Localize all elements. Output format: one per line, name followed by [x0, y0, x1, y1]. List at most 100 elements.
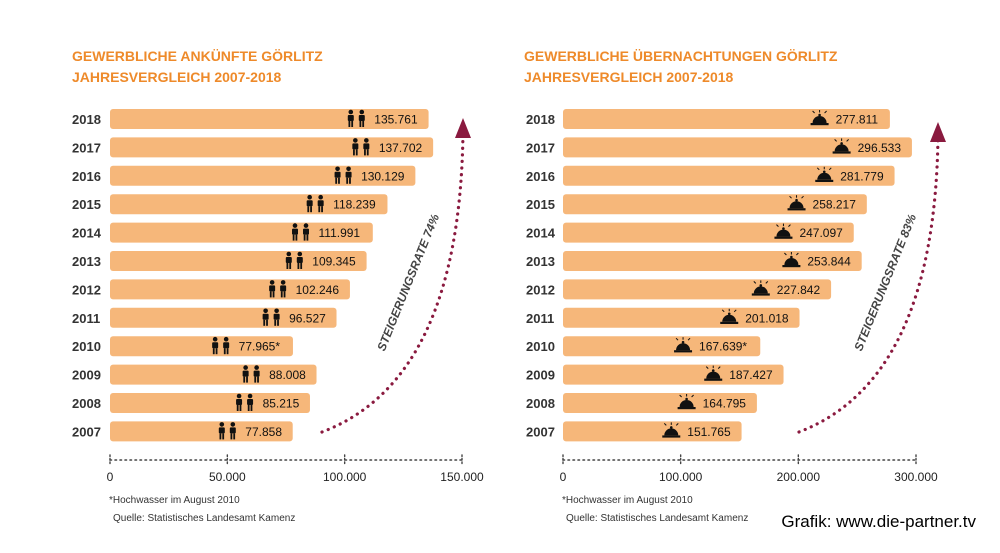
bell-ray [846, 139, 849, 142]
bar-row: 2010 167.639* [526, 336, 761, 357]
hotel-bell-icon [774, 223, 793, 239]
x-tick-label: 100.000 [659, 470, 703, 484]
bell-base [815, 179, 834, 182]
value-label: 102.246 [296, 283, 340, 297]
bar-row: 2007 151.765 [526, 421, 742, 442]
year-label: 2017 [526, 140, 555, 155]
bar-row: 2014 247.097 [526, 222, 854, 243]
value-label: 296.533 [858, 141, 902, 155]
arrow-head [455, 118, 471, 138]
bar [563, 364, 784, 385]
person-head [254, 365, 259, 370]
year-label: 2016 [526, 169, 555, 184]
value-label: 151.765 [687, 425, 731, 439]
value-label: 258.217 [813, 198, 857, 212]
bell-ray [765, 281, 769, 284]
person-head [269, 280, 275, 285]
bell-knob [782, 227, 785, 230]
year-label: 2008 [72, 396, 101, 411]
bell-knob [795, 198, 798, 202]
chart-title-line: GEWERBLICHE ÜBERNACHTUNGEN GÖRLITZ [524, 48, 838, 64]
x-tick-label: 100.000 [323, 470, 367, 484]
year-label: 2014 [72, 226, 102, 241]
person-body [292, 228, 299, 235]
person-head [335, 166, 340, 172]
person-body [285, 257, 292, 263]
bar [110, 307, 337, 328]
year-label: 2012 [526, 282, 555, 297]
chart-panel-arrivals: GEWERBLICHE ANKÜNFTE GÖRLITZ JAHRESVERGL… [72, 46, 484, 524]
person-leg [283, 291, 286, 298]
person-leg [366, 149, 369, 156]
person-head [286, 251, 292, 257]
bell-dome [679, 400, 694, 407]
bell-knob [759, 284, 763, 287]
bell-base [832, 151, 851, 154]
bar-row: 2009 88.008 [72, 364, 317, 385]
people-icon [306, 194, 324, 213]
person-head [353, 138, 358, 143]
person-leg [355, 149, 358, 156]
value-label: 253.844 [807, 255, 851, 269]
bell-knob [685, 397, 688, 401]
value-label: 281.779 [840, 169, 884, 183]
bell-base [774, 236, 793, 239]
bell-ray [828, 167, 832, 171]
person-leg [338, 177, 340, 184]
footnote: *Hochwasser im August 2010 [109, 495, 240, 506]
bell-ray [789, 195, 792, 199]
chart-panel-overnight-stays: GEWERBLICHE ÜBERNACHTUNGEN GÖRLITZ JAHRE… [524, 48, 946, 524]
person-body [317, 200, 324, 207]
year-label: 2010 [526, 339, 555, 354]
people-icon [334, 166, 352, 184]
bar-row: 2018 277.811 [526, 109, 890, 129]
person-head [274, 308, 279, 314]
bell-ray [776, 224, 779, 227]
bell-base [677, 407, 696, 410]
person-leg [348, 121, 351, 127]
chart-subtitle: JAHRESVERGLEICH 2007-2018 [524, 69, 734, 85]
bar-row: 2008 85.215 [72, 393, 310, 413]
person-body [273, 313, 280, 320]
hotel-bell-icon [782, 252, 801, 268]
hotel-bell-icon [720, 308, 739, 324]
value-label: 77.965* [239, 340, 281, 354]
bell-dome [706, 371, 721, 379]
x-tick-label: 50.000 [209, 470, 246, 484]
value-label: 111.991 [319, 226, 361, 240]
person-body [303, 228, 310, 235]
hotel-bell-icon [662, 422, 681, 438]
person-leg [274, 319, 277, 326]
value-label: 109.345 [312, 255, 356, 269]
person-leg [362, 121, 365, 127]
bar [563, 137, 912, 158]
year-label: 2011 [72, 311, 100, 326]
person-leg [239, 405, 242, 411]
x-tick-label: 0 [560, 470, 567, 484]
person-head [318, 194, 323, 200]
bar-row: 2016 281.779 [526, 165, 895, 186]
person-leg [246, 376, 248, 383]
bell-knob [822, 170, 826, 174]
person-leg [349, 177, 351, 184]
person-body [334, 171, 341, 178]
bar-row: 2011 96.527 [72, 307, 337, 328]
person-leg [222, 433, 225, 440]
bell-ray [721, 309, 725, 313]
person-leg [286, 263, 289, 269]
bar [110, 251, 367, 271]
bell-dome [784, 258, 799, 265]
people-icon [236, 393, 254, 411]
person-head [219, 422, 225, 427]
chart-title: GEWERBLICHE ANKÜNFTE GÖRLITZ JAHRESVERGL… [72, 46, 323, 88]
bell-ray [663, 423, 667, 426]
bar [110, 336, 293, 357]
hotel-bell-icon [677, 394, 696, 410]
person-body [358, 115, 365, 121]
person-leg [303, 234, 306, 241]
chart-title: GEWERBLICHE ÜBERNACHTUNGEN GÖRLITZ JAHRE… [524, 46, 837, 88]
bar-row: 2017 137.702 [72, 137, 434, 158]
year-label: 2007 [72, 424, 101, 439]
chart-title-line: GEWERBLICHE ANKÜNFTE GÖRLITZ [72, 48, 323, 64]
person-leg [318, 206, 321, 213]
